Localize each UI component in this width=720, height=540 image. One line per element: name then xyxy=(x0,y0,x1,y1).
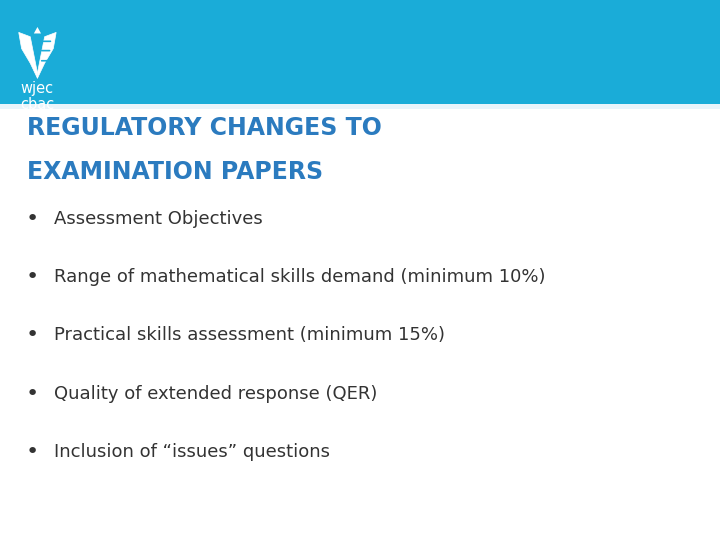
Text: •: • xyxy=(26,267,39,287)
Text: •: • xyxy=(26,208,39,229)
Text: •: • xyxy=(26,442,39,462)
Text: EXAMINATION PAPERS: EXAMINATION PAPERS xyxy=(27,160,323,184)
Text: •: • xyxy=(26,383,39,404)
Bar xyxy=(0,104,720,109)
Polygon shape xyxy=(34,27,41,33)
Text: Inclusion of “issues” questions: Inclusion of “issues” questions xyxy=(54,443,330,461)
Text: wjec: wjec xyxy=(21,81,54,96)
Text: cbac: cbac xyxy=(20,97,55,112)
Text: Practical skills assessment (minimum 15%): Practical skills assessment (minimum 15%… xyxy=(54,326,445,345)
Polygon shape xyxy=(37,32,56,78)
Polygon shape xyxy=(19,32,37,78)
Text: •: • xyxy=(26,325,39,346)
Text: REGULATORY CHANGES TO: REGULATORY CHANGES TO xyxy=(27,116,382,140)
Bar xyxy=(0,0,720,104)
Text: Quality of extended response (QER): Quality of extended response (QER) xyxy=(54,384,377,403)
Text: Assessment Objectives: Assessment Objectives xyxy=(54,210,263,228)
Text: Range of mathematical skills demand (minimum 10%): Range of mathematical skills demand (min… xyxy=(54,268,546,286)
